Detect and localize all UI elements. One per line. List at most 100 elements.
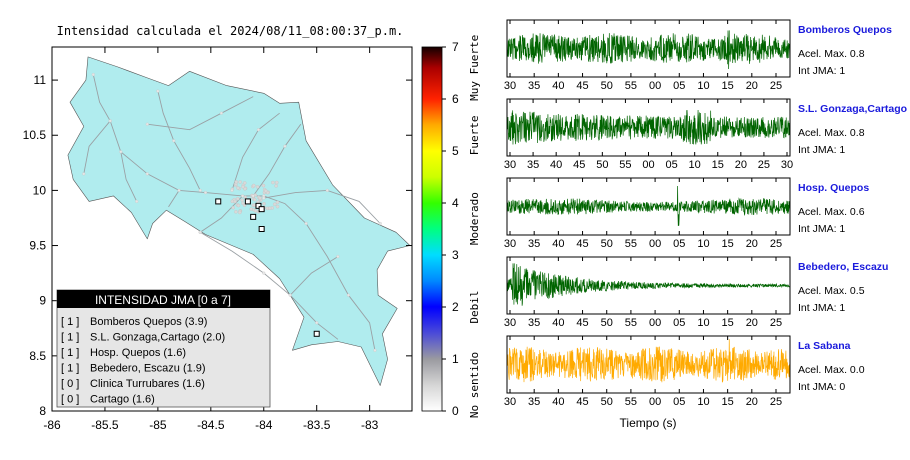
road-line [147, 96, 254, 131]
time-tick-label: 45 [576, 396, 588, 408]
road-line [252, 123, 302, 197]
town-dot [198, 188, 202, 192]
time-tick-label: 05 [665, 159, 677, 171]
town-dot [231, 205, 235, 210]
time-tick-label: 20 [735, 159, 747, 171]
time-tick-label: 00 [649, 238, 661, 250]
colorbar-tick-label: 2 [452, 300, 459, 314]
map-y-axis: 8 8.5 9 9.5 10 10.5 11 [23, 73, 412, 418]
time-tick-label: 30 [504, 80, 516, 92]
colorbar-tick-label: 7 [452, 40, 459, 54]
intensity-legend: INTENSIDAD JMA [0 a 7] [ 1 ] Bomberos Que… [56, 289, 271, 408]
legend-entry-name: Cartago (1.6) [90, 394, 155, 406]
town-dot [253, 197, 257, 202]
legend-entry-level: [ 0 ] [61, 394, 79, 406]
road-line [231, 112, 280, 191]
time-axis-label: Tiempo (s) [620, 416, 677, 430]
station-marker [250, 213, 257, 220]
town-dot [241, 185, 245, 189]
town-dot [346, 293, 351, 297]
time-tick-label: 55 [619, 159, 631, 171]
waveform-frame [506, 256, 791, 315]
station-acel-max: Acel. Max. 0.8 [798, 48, 865, 60]
town-dot [274, 184, 278, 188]
town-dot [272, 202, 277, 207]
y-tick-label: 9 [39, 294, 46, 308]
town-dot [172, 139, 176, 143]
colorbar-tick-label: 4 [452, 196, 459, 210]
town-dot [240, 198, 245, 203]
town-dot [145, 122, 149, 126]
time-tick-label: 20 [746, 396, 758, 408]
station-acel-max: Acel. Max. 0.0 [798, 364, 865, 376]
time-tick-label: 40 [552, 80, 564, 92]
time-tick-label: 10 [697, 238, 709, 250]
y-tick-label: 8 [39, 404, 46, 418]
waveform-panel: 30 35 40 45 50 55 00 05 10 15 20 25 La Sabana Acel. M… [504, 335, 865, 408]
station-marker [313, 330, 320, 337]
time-tick-label: 05 [673, 317, 685, 329]
colorbar-tick-label: 1 [452, 352, 459, 366]
colorbar-scale [421, 46, 443, 412]
colorbar-tick-label: 5 [452, 144, 459, 158]
town-dot [255, 185, 260, 189]
waveform-panel: 30 35 40 45 50 55 00 05 10 15 20 25 Hosp. Quepos Acel… [504, 177, 869, 250]
town-dot [249, 207, 253, 211]
time-tick-label: 05 [673, 396, 685, 408]
x-tick-label: -84 [255, 418, 273, 432]
time-tick-label: 40 [552, 238, 564, 250]
town-dot [325, 188, 329, 192]
station-int-jma: Int JMA: 0 [798, 381, 845, 393]
time-tick-label: 10 [689, 159, 701, 171]
road-line [199, 195, 243, 233]
colorbar-category-label: Moderado [468, 192, 481, 245]
time-tick-label: 35 [528, 396, 540, 408]
station-int-jma: Int JMA: 1 [798, 302, 845, 314]
station-int-jma: Int JMA: 1 [798, 223, 845, 235]
station-int-jma: Int JMA: 1 [798, 65, 845, 77]
town-dot [251, 194, 255, 198]
station-markers [215, 198, 320, 337]
colorbar-tick-label: 6 [452, 92, 459, 106]
time-tick-label: 20 [746, 317, 758, 329]
town-dot [373, 348, 377, 352]
road-line [83, 120, 111, 174]
town-dot [258, 196, 262, 200]
station-name: Hosp. Quepos [798, 182, 869, 194]
town-dot [336, 255, 340, 259]
waveform-trace [506, 263, 791, 306]
legend-header [57, 290, 270, 308]
time-tick-label: 35 [528, 80, 540, 92]
legend-entry-level: [ 0 ] [61, 378, 79, 390]
town-dot [219, 111, 223, 115]
waveform-panels: 30 35 40 45 50 55 00 05 10 15 20 25 Bomberos Quepos A… [504, 19, 907, 408]
town-dot [256, 128, 261, 132]
time-tick-label: 45 [576, 317, 588, 329]
legend-entry-level: [ 1 ] [61, 363, 79, 375]
town-dot [241, 194, 245, 198]
time-tick-label: 25 [770, 317, 782, 329]
town-dot [233, 199, 237, 204]
town-dot [145, 172, 149, 176]
time-tick-label: 00 [649, 80, 661, 92]
time-tick-label: 10 [697, 317, 709, 329]
time-tick-label: 00 [642, 159, 654, 171]
waveform-panel: 30 35 40 45 50 55 00 05 10 15 20 25 Bomberos Quepos A… [504, 19, 892, 92]
town-dot [253, 209, 258, 213]
town-dot [198, 230, 202, 234]
y-tick-label: 10.5 [23, 128, 47, 142]
legend-entry-name: Hosp. Quepos (1.6) [90, 347, 186, 359]
waveform-frame [506, 177, 791, 236]
station-name: La Sabana [798, 340, 851, 352]
time-tick-label: 30 [504, 238, 516, 250]
colorbar-categories: No sentido Debil Moderado Fuerte Muy Fuerte [468, 35, 481, 418]
town-dot [251, 183, 256, 188]
station-name: Bebedero, Escazu [798, 261, 888, 273]
time-tick-label: 15 [722, 238, 734, 250]
waveform-frame [506, 19, 791, 78]
station-acel-max: Acel. Max. 0.5 [798, 285, 865, 297]
town-dot [275, 200, 280, 205]
colorbar-category-label: Fuerte [468, 116, 481, 156]
intensity-colorbar: 0 1 2 3 4 5 6 7 No sentido Debil Moderado Fuerte Mu… [421, 35, 481, 418]
